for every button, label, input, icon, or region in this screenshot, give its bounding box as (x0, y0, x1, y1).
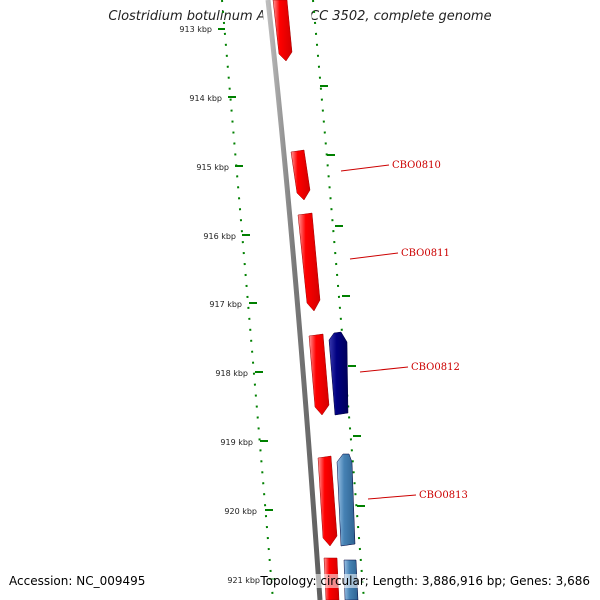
tick-labels: 913 kbp 914 kbp 915 kbp 916 kbp 917 kbp … (179, 25, 260, 585)
tick-label: 913 kbp (179, 25, 212, 34)
gene-arrow-reverse (328, 331, 349, 416)
gene-arrow-reverse (336, 453, 356, 547)
gene-labels: CBO0810 CBO0811 CBO0812 CBO0813 (392, 160, 468, 501)
genome-backbone (265, 0, 323, 600)
reverse-genes (328, 331, 359, 600)
gene-arrow-forward (317, 455, 338, 547)
tick-label: 921 kbp (227, 576, 260, 585)
tick-label: 917 kbp (209, 300, 242, 309)
gene-label-cbo0813[interactable]: CBO0813 (419, 490, 468, 501)
tick-label: 915 kbp (196, 163, 229, 172)
label-connector (349, 252, 399, 260)
topology-text: Topology: circular; Length: 3,886,916 bp… (260, 574, 590, 588)
tick-label: 918 kbp (215, 369, 248, 378)
accession-text: Accession: NC_009495 (9, 574, 146, 588)
gene-label-cbo0810[interactable]: CBO0810 (392, 160, 441, 171)
tick-label: 920 kbp (224, 507, 257, 516)
gene-arrow-forward (297, 212, 321, 312)
tick-label: 914 kbp (189, 94, 222, 103)
forward-genes (272, 0, 340, 600)
outer-ticks (320, 85, 365, 507)
label-connector (359, 366, 409, 373)
outer-dotted-ring (312, 0, 365, 600)
label-lines (340, 164, 417, 500)
label-connector (340, 164, 390, 172)
tick-label: 919 kbp (220, 438, 253, 447)
gene-label-cbo0811[interactable]: CBO0811 (401, 248, 450, 259)
gene-arrow-forward (290, 149, 311, 201)
gene-arrow-forward (308, 333, 330, 416)
gene-arrow-forward (272, 0, 293, 62)
label-connector (367, 494, 417, 500)
gene-label-cbo0812[interactable]: CBO0812 (411, 362, 460, 373)
tick-label: 916 kbp (203, 232, 236, 241)
inner-dotted-ring (221, 0, 274, 600)
